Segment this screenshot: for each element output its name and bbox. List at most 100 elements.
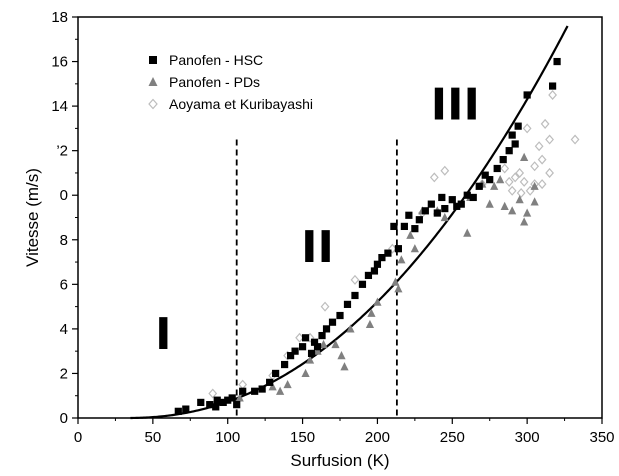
legend-entry: Panofen - HSC [169,52,263,68]
data-point [390,222,398,231]
data-point [364,271,373,280]
data-point [305,355,315,364]
data-point [397,255,406,264]
data-point [346,324,355,333]
data-point [530,161,540,172]
region-label: III [431,79,480,130]
data-point [519,176,529,187]
data-point [384,249,392,257]
data-point [534,141,544,152]
data-point [318,331,326,340]
data-point [427,200,435,208]
data-points-layer [174,57,580,415]
data-point [441,204,449,213]
data-point [481,171,489,179]
data-point [516,187,526,199]
data-point [373,260,382,268]
data-point [320,301,330,312]
data-point [475,182,483,190]
data-point [500,163,510,174]
data-point [530,181,539,190]
data-point [548,89,557,100]
data-point [233,401,241,409]
x-tick-label: 150 [290,429,315,446]
data-point [298,343,307,351]
legend-entry: Aoyama et Kuribayashi [169,96,313,112]
data-point [429,172,439,183]
data-point [286,352,295,360]
y-tick-label: 0 [60,410,68,427]
legend-marker [148,98,158,110]
y-tick-label: 16 [51,54,68,71]
data-point [406,230,415,239]
data-point [337,351,346,360]
data-point [365,319,375,329]
y-tick-label: 6 [60,276,68,293]
data-point [463,228,472,237]
data-point [540,118,550,129]
x-tick-label: 200 [365,429,390,446]
data-point [301,334,310,342]
y-tick-label: 4 [60,321,68,338]
legend-entry: Panofen - PDs [169,74,260,90]
data-point [440,165,450,176]
y-axis-title: Vitesse (m/s) [23,168,42,267]
data-point [548,82,557,90]
data-point [228,394,236,402]
data-point [367,308,376,317]
data-point [235,393,244,402]
data-point [281,360,289,369]
data-point [507,185,517,196]
data-point [213,396,221,404]
data-point [511,140,519,148]
data-point [514,122,522,130]
data-point [266,378,274,386]
data-point [174,407,182,415]
data-point [219,398,227,407]
data-point [208,388,218,399]
data-point [350,274,360,285]
y-tick-label: 8 [60,232,68,249]
data-point [520,152,529,161]
legend-marker [148,77,158,86]
data-point [313,346,322,355]
axis-ticks: 0 50 100 150 200 250 300 350 0 2 4 6 8 0 ’2 14 16 18 [51,9,614,446]
data-point [515,195,524,204]
legend-marker [149,56,157,64]
data-point [251,387,259,395]
data-point [522,123,532,134]
data-point [358,280,367,288]
data-point [268,382,277,391]
data-point [537,179,547,190]
legend: Panofen - HSC Panofen - PDs Aoyama et Kuri… [148,52,313,112]
data-point [391,277,400,286]
data-point [410,244,419,253]
data-point [319,339,328,349]
data-point [238,379,248,390]
data-point [370,267,379,275]
data-point [570,134,580,145]
x-tick-label: 250 [440,429,465,446]
y-tick-label: 0 [60,187,68,204]
data-point [313,343,322,351]
data-point [258,385,266,393]
data-point [239,387,247,395]
data-point [508,131,516,139]
data-point [307,349,316,357]
data-point [411,225,419,233]
data-point [438,193,446,202]
data-point [336,311,344,320]
data-point [545,167,554,178]
data-point [340,362,349,371]
x-tick-label: 350 [589,429,614,446]
data-point [343,300,352,308]
x-tick-label: 0 [74,429,82,446]
data-point [212,403,220,411]
data-point [224,396,232,404]
data-point [499,155,507,164]
data-point [545,134,554,145]
data-point [510,172,520,183]
data-point [433,209,441,217]
x-tick-label: 50 [145,429,162,446]
